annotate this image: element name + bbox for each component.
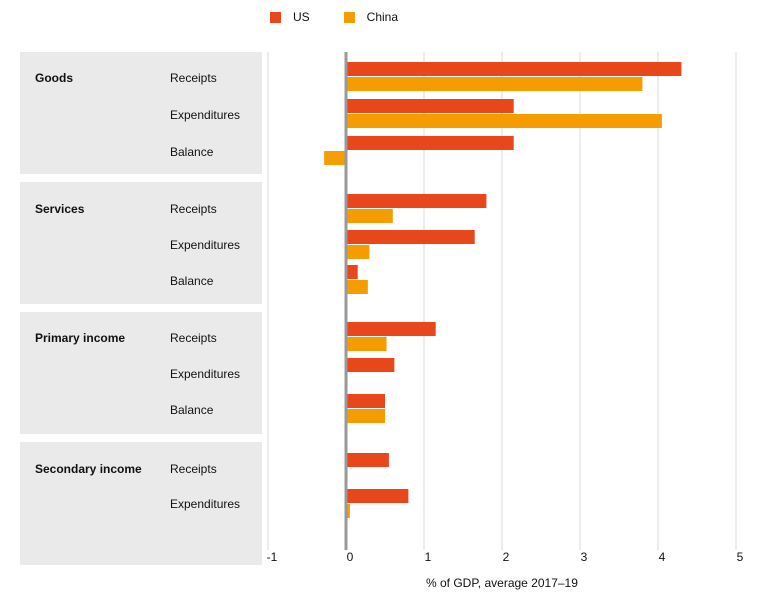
x-tick-label: 5	[737, 550, 744, 564]
bar-china	[346, 114, 662, 128]
bar-us	[346, 394, 385, 408]
x-tick-label: 1	[425, 550, 432, 564]
row-label-secondary-receipts: Receipts	[170, 462, 217, 476]
bar-china	[346, 337, 387, 351]
bar-us	[346, 99, 514, 113]
category-label-primary-income: Primary income	[35, 331, 126, 345]
legend-item-china: China	[343, 10, 399, 24]
row-label-primary-balance: Balance	[170, 403, 214, 417]
legend-item-us: US	[270, 10, 310, 24]
row-label-secondary-expenditures: Expenditures	[170, 497, 241, 511]
legend-label-us: US	[293, 10, 310, 24]
bar-us	[346, 489, 409, 503]
panel-goods: Goods Receipts Expenditures Balance	[20, 52, 262, 174]
bar-us	[346, 358, 395, 372]
panel-secondary-income: Secondary income Receipts Expenditures	[20, 442, 262, 565]
bar-china	[346, 245, 370, 259]
row-label-primary-receipts: Receipts	[170, 331, 217, 345]
x-tick-label: -1	[267, 550, 278, 564]
bar-us	[346, 62, 682, 76]
legend-label-china: China	[366, 10, 399, 24]
row-label-services-balance: Balance	[170, 274, 214, 288]
category-label-secondary-income: Secondary income	[35, 462, 142, 476]
bar-us	[346, 136, 514, 150]
legend-swatch-us	[270, 11, 281, 23]
bar-us	[346, 265, 358, 279]
x-tick-label: 0	[347, 550, 354, 564]
row-label-services-expenditures: Expenditures	[170, 238, 241, 252]
bar-us	[346, 453, 389, 467]
category-label-services: Services	[35, 202, 85, 216]
panel-primary-income: Primary income Receipts Expenditures Bal…	[20, 312, 262, 434]
x-tick-label: 3	[581, 550, 588, 564]
bar-china	[346, 409, 385, 423]
bar-china	[346, 504, 350, 518]
bar-us	[346, 322, 436, 336]
row-label-primary-expenditures: Expenditures	[170, 367, 241, 381]
legend-swatch-china	[343, 11, 355, 23]
x-tick-label: 4	[659, 550, 666, 564]
bar-us	[346, 194, 487, 208]
bar-china	[346, 280, 368, 294]
panel-services: Services Receipts Expenditures Balance	[20, 182, 262, 304]
row-label-goods-receipts: Receipts	[170, 71, 217, 85]
row-label-goods-expenditures: Expenditures	[170, 108, 241, 122]
row-label-services-receipts: Receipts	[170, 202, 217, 216]
legend: US China	[270, 10, 432, 24]
category-label-goods: Goods	[35, 71, 73, 85]
x-tick-label: 2	[503, 550, 510, 564]
bar-china	[346, 77, 643, 91]
row-label-goods-balance: Balance	[170, 145, 214, 159]
x-axis-label: % of GDP, average 2017–19	[426, 576, 578, 590]
bar-china	[346, 209, 393, 223]
bar-us	[346, 230, 475, 244]
bar-china	[324, 151, 346, 165]
